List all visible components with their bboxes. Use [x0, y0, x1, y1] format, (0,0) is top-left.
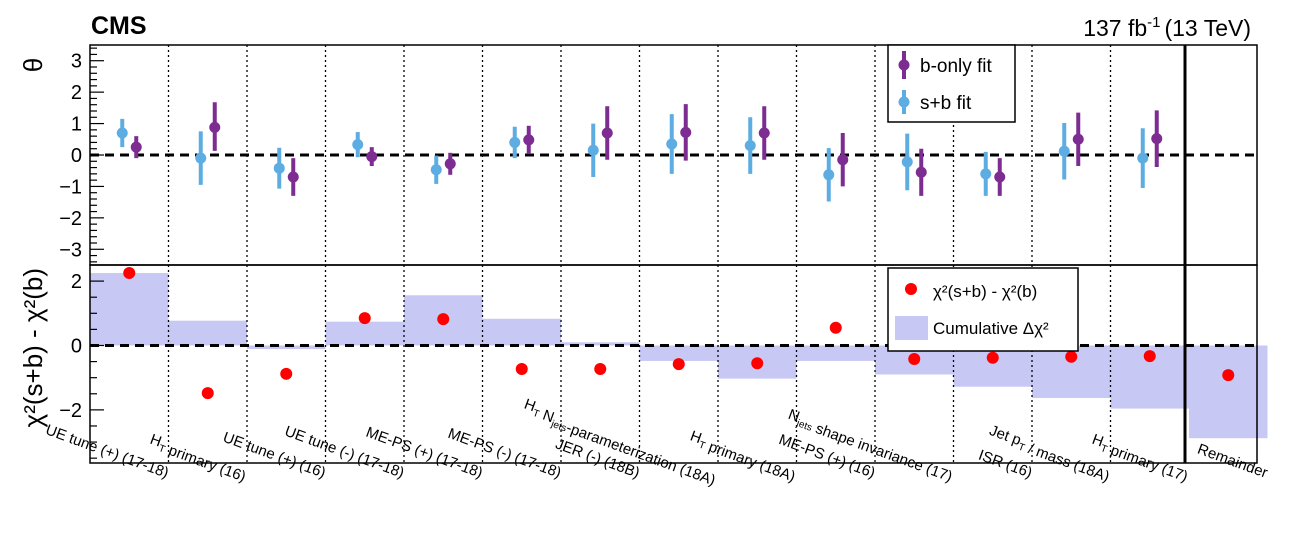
chi2-point [829, 321, 842, 334]
chi2-point [515, 362, 528, 375]
energy-value: (13 TeV) [1164, 15, 1251, 41]
legend-s-b-label: s+b fit [920, 93, 972, 114]
lumi-value: 137 fb [1083, 15, 1147, 41]
lumi-exponent: -1 [1147, 14, 1160, 31]
category-label: Remainder [1195, 441, 1270, 482]
chi2-point [594, 362, 607, 375]
s-b-fit-point [744, 140, 756, 152]
theta-tick-label: 2 [71, 82, 82, 104]
chi2-point [751, 357, 764, 370]
theta-axis-label: θ [18, 58, 48, 72]
chi2-point [672, 358, 685, 371]
cumulative-bar [90, 273, 169, 346]
s-b-fit-point [980, 168, 992, 180]
b-only-fit-point [523, 134, 535, 146]
s-b-fit-point [901, 156, 913, 168]
b-only-fit-point [130, 141, 142, 153]
chi2-point [123, 267, 136, 280]
chi2-point [1065, 350, 1078, 363]
chi2-point [1222, 369, 1235, 382]
cumulative-bar [482, 318, 561, 346]
legend-chi2-label: χ²(s+b) - χ²(b) [933, 282, 1037, 301]
s-b-fit-point [1137, 152, 1149, 164]
s-b-fit-point [587, 144, 599, 156]
s-b-fit-point [195, 152, 207, 164]
cumulative-bar [168, 320, 247, 346]
chi2-point [280, 367, 293, 380]
legend-cumulative-swatch [895, 316, 928, 340]
chi2-tick-label: 0 [71, 335, 82, 357]
top-legend-box [887, 44, 1016, 123]
lumi-label: 137 fb-1 (13 TeV) [1083, 14, 1251, 41]
category-labels: UE tune (+) (17-18)HT primary (16)UE tun… [43, 396, 1270, 490]
s-b-fit-point [666, 138, 678, 150]
category-label: Jet pT / mass (18A) [986, 422, 1113, 485]
b-only-fit-point [287, 171, 299, 183]
s-b-fit-point [823, 169, 835, 181]
b-only-fit-point [758, 127, 770, 139]
s-b-fit-point [1058, 145, 1070, 157]
cumulative-bar [796, 345, 875, 361]
cumulative-bar [247, 345, 326, 350]
bottom-legend: χ²(s+b) - χ²(b) Cumulative Δχ² [887, 267, 1079, 352]
b-only-fit-point [209, 121, 221, 133]
b-only-fit-point [680, 126, 692, 138]
s-b-fit-point [116, 127, 128, 139]
cumulative-bar [561, 342, 640, 346]
legend-b-only-label: b-only fit [920, 56, 993, 77]
legend-s-b-marker [898, 96, 910, 108]
legend-b-only-marker [898, 59, 910, 71]
chi2-point [201, 387, 214, 400]
chi2-point [437, 313, 450, 326]
b-only-fit-point [366, 151, 378, 163]
b-only-fit-point [1151, 133, 1163, 145]
cumulative-bar [1189, 345, 1268, 439]
legend-chi2-marker [905, 283, 917, 295]
theta-panel: −3 −2 −1 0 1 2 3 [59, 44, 1258, 266]
b-only-fit-point [444, 158, 456, 170]
s-b-fit-point [273, 162, 285, 174]
b-only-fit-point [1072, 133, 1084, 145]
s-b-fit-point [509, 136, 521, 148]
theta-tick-label: 0 [71, 145, 82, 167]
category-label: UE tune (+) (17-18) [43, 421, 171, 481]
cumulative-bar [639, 345, 718, 361]
chi2-point [908, 353, 921, 366]
s-b-fit-point [430, 164, 442, 176]
chi2-axis-label: χ²(s+b) - χ²(b) [18, 268, 48, 427]
experiment-label: CMS [91, 12, 147, 40]
chi2-frame [89, 264, 1258, 464]
chi2-point [986, 351, 999, 364]
chi2-point [358, 312, 371, 325]
top-legend: b-only fit s+b fit [887, 44, 1016, 123]
theta-tick-label: −1 [59, 176, 82, 198]
theta-tick-label: −2 [59, 208, 82, 230]
theta-tick-label: 1 [71, 114, 82, 136]
chi2-point [1143, 350, 1156, 363]
b-only-fit-point [994, 171, 1006, 183]
theta-tick-label: −3 [59, 239, 82, 261]
b-only-fit-point [837, 154, 849, 166]
s-b-fit-point [352, 139, 364, 151]
theta-tick-label: 3 [71, 51, 82, 73]
chi2-tick-label: −2 [59, 400, 82, 422]
b-only-fit-point [915, 166, 927, 178]
legend-cumulative-label: Cumulative Δχ² [933, 319, 1049, 338]
b-only-fit-point [601, 127, 613, 139]
cumulative-bar [325, 321, 404, 346]
chi2-tick-label: 2 [71, 271, 82, 293]
chi2-panel: −2 0 2 [59, 45, 1268, 464]
